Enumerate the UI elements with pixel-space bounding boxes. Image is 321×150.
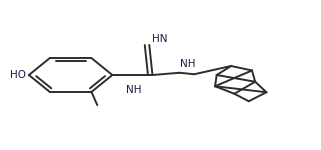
Text: HN: HN: [152, 33, 168, 44]
Text: NH: NH: [180, 59, 195, 69]
Text: HO: HO: [10, 70, 26, 80]
Text: NH: NH: [126, 85, 142, 95]
